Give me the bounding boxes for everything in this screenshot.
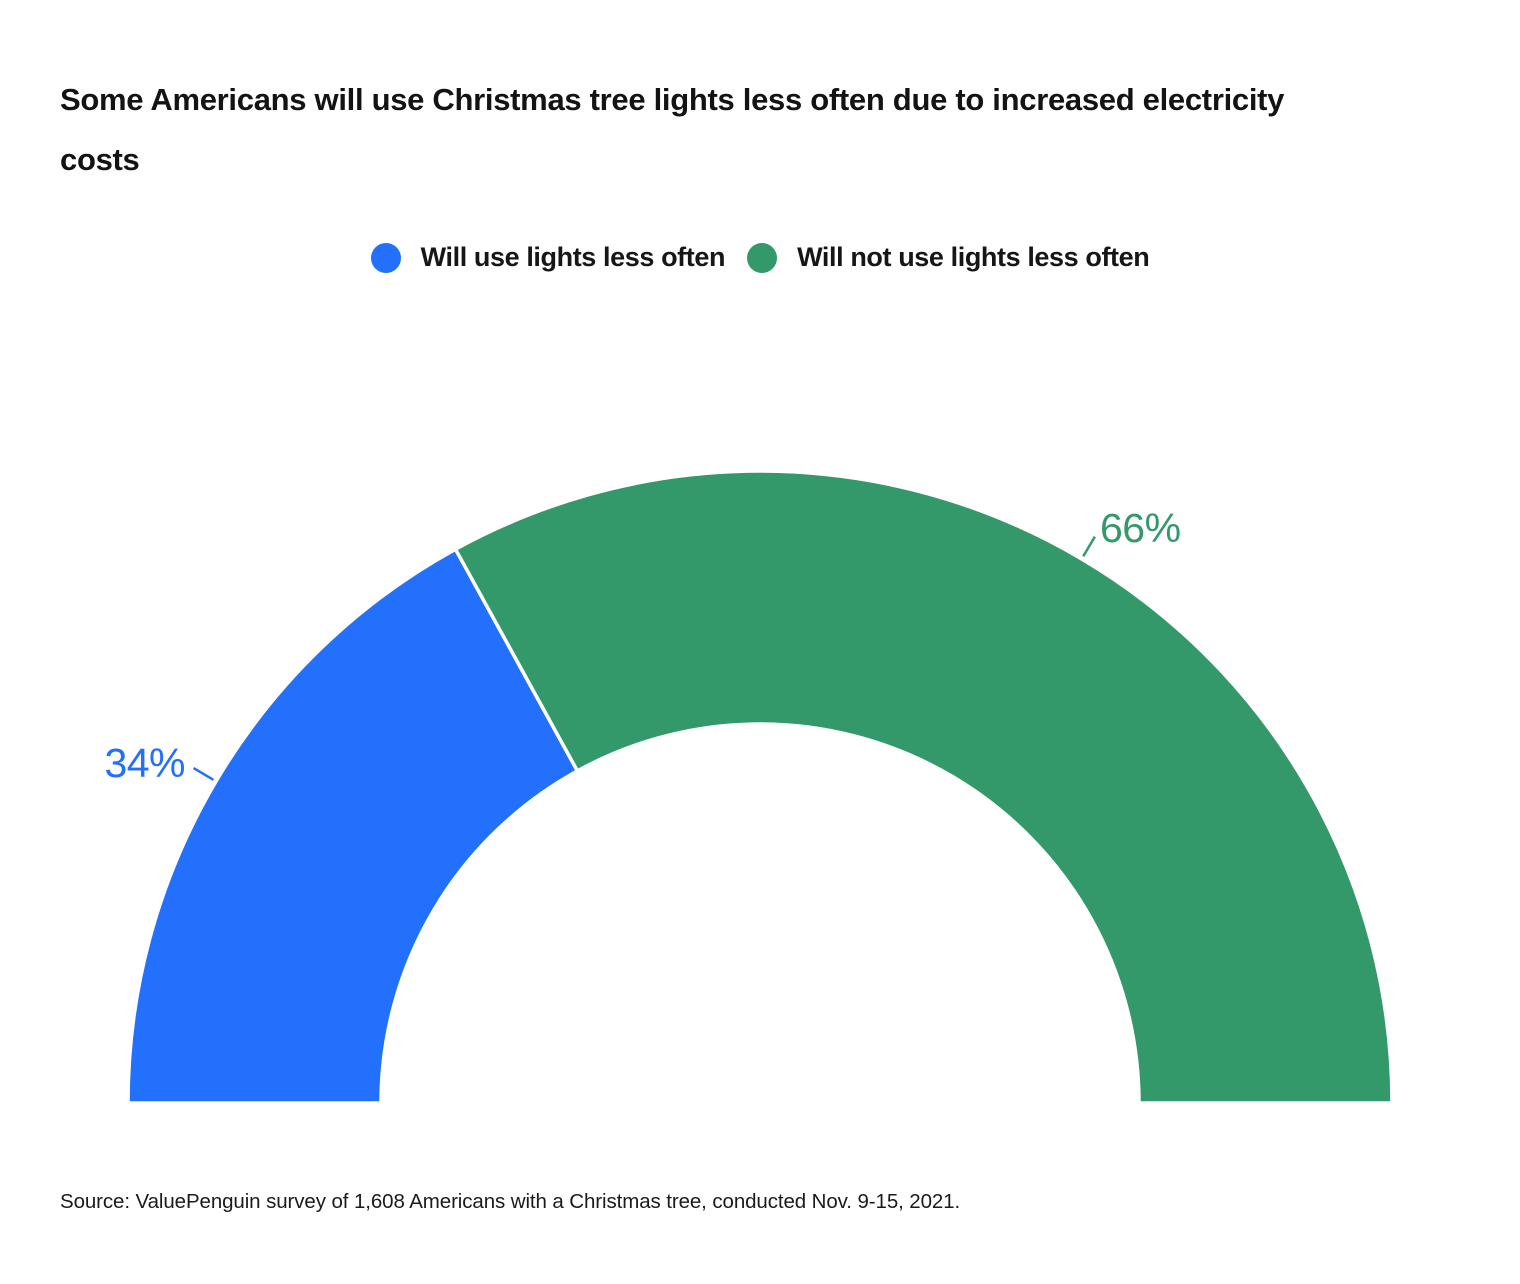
legend-dot-green-icon xyxy=(747,242,778,273)
label-leader-line xyxy=(192,767,215,781)
page-title: Some Americans will use Christmas tree l… xyxy=(60,70,1460,190)
page-title-line-1: Some Americans will use Christmas tree l… xyxy=(60,82,1285,117)
slice-percent-label: 34% xyxy=(104,740,185,786)
source-note: Source: ValuePenguin survey of 1,608 Ame… xyxy=(60,1190,961,1213)
page-title-line-2: costs xyxy=(60,142,140,177)
label-leader-line xyxy=(1082,535,1096,558)
chart-legend: Will use lights less often Will not use … xyxy=(0,242,1520,273)
legend-label-will-not-use-less: Will not use lights less often xyxy=(797,242,1150,272)
legend-item-will-use-less: Will use lights less often xyxy=(370,242,726,273)
legend-label-will-use-less: Will use lights less often xyxy=(420,242,726,272)
legend-dot-blue-icon xyxy=(370,242,401,273)
slice-percent-label: 66% xyxy=(1100,505,1181,551)
legend-item-will-not-use-less: Will not use lights less often xyxy=(747,242,1150,273)
donut-slice-will-use-less xyxy=(126,546,580,1105)
donut-slice-will-not-use-less xyxy=(453,469,1394,1105)
